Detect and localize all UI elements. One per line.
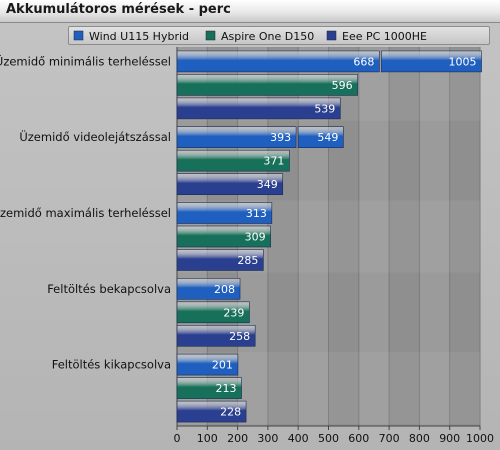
data-label-wind-u115-hybrid-3: 313 xyxy=(246,207,267,220)
chart-title: Akkumulátoros mérések - perc xyxy=(6,2,231,17)
data-label-wind-u115-hybrid-4: 208 xyxy=(214,283,235,296)
x-tick-label: 0 xyxy=(174,432,181,445)
category-label-5: Feltöltés kikapcsolva xyxy=(52,358,171,372)
data-label-eee-pc-1000he-3: 285 xyxy=(237,254,258,267)
legend xyxy=(68,26,490,45)
data-label-aspire-one-d150-4: 239 xyxy=(223,306,244,319)
legend-label-aspire-one-d150: Aspire One D150 xyxy=(221,30,314,43)
x-tick-label: 600 xyxy=(348,432,369,445)
data-label-aspire-one-d150-3: 309 xyxy=(245,231,266,244)
x-tick-label: 500 xyxy=(318,432,339,445)
legend-swatch-aspire-one-d150 xyxy=(205,30,216,41)
x-tick-label: 1000 xyxy=(466,432,494,445)
bar-wind-u115-hybrid-5 xyxy=(176,353,239,376)
bar-aspire-one-d150-2 xyxy=(176,149,290,172)
x-tick-label: 800 xyxy=(409,432,430,445)
legend-label-eee-pc-1000he: Eee PC 1000HE xyxy=(342,30,427,43)
category-label-2: Üzemidő videolejátszással xyxy=(19,128,171,144)
legend-label-wind-u115-hybrid: Wind U115 Hybrid xyxy=(89,30,189,43)
data-label-aspire-one-d150-2: 371 xyxy=(263,155,284,168)
category-label-3: Üzemidő maximális terheléssel xyxy=(0,204,171,220)
x-tick-label: 900 xyxy=(439,432,460,445)
x-tick-label: 200 xyxy=(227,432,248,445)
data-label-extension-wind-u115-hybrid-1: 1005 xyxy=(449,55,477,68)
bar-eee-pc-1000he-1 xyxy=(176,97,341,120)
category-label-1: Üzemidő minimális terheléssel xyxy=(0,52,171,68)
bar-wind-u115-hybrid-2 xyxy=(176,126,297,148)
plot-band xyxy=(449,47,480,426)
title-bar: Akkumulátoros mérések - perc xyxy=(0,0,500,23)
bar-eee-pc-1000he-5 xyxy=(176,400,247,423)
bar-wind-u115-hybrid-1 xyxy=(176,50,380,73)
x-tick-label: 100 xyxy=(197,432,218,445)
x-tick-label: 400 xyxy=(288,432,309,445)
bar-wind-u115-hybrid-3 xyxy=(176,202,273,224)
data-label-eee-pc-1000he-4: 258 xyxy=(229,330,250,343)
bar-eee-pc-1000he-2 xyxy=(176,173,284,195)
data-label-eee-pc-1000he-5: 228 xyxy=(220,406,241,419)
data-label-eee-pc-1000he-2: 349 xyxy=(257,178,278,191)
bar-aspire-one-d150-3 xyxy=(176,225,271,248)
category-label-4: Feltöltés bekapcsolva xyxy=(47,282,171,296)
bar-eee-pc-1000he-3 xyxy=(176,249,264,271)
bar-wind-u115-hybrid-4 xyxy=(176,277,241,300)
data-label-extension-wind-u115-hybrid-2: 549 xyxy=(317,131,338,144)
x-tick-label: 700 xyxy=(379,432,400,445)
data-label-eee-pc-1000he-1: 539 xyxy=(314,102,335,115)
plot-band xyxy=(358,47,390,426)
bar-eee-pc-1000he-4 xyxy=(176,324,256,347)
data-label-aspire-one-d150-5: 213 xyxy=(216,382,237,395)
data-label-wind-u115-hybrid-2: 393 xyxy=(270,131,291,144)
bar-aspire-one-d150-1 xyxy=(176,74,358,96)
plot-band xyxy=(389,47,420,426)
legend-swatch-eee-pc-1000he xyxy=(326,30,337,41)
plot-band xyxy=(419,47,450,426)
data-label-wind-u115-hybrid-1: 668 xyxy=(353,55,374,68)
bar-extension-wind-u115-hybrid-1 xyxy=(381,50,482,73)
bar-extension-wind-u115-hybrid-2 xyxy=(297,126,344,148)
x-tick-label: 300 xyxy=(257,432,278,445)
data-label-aspire-one-d150-1: 596 xyxy=(332,79,353,92)
data-label-wind-u115-hybrid-5: 201 xyxy=(212,359,233,372)
legend-swatch-wind-u115-hybrid xyxy=(73,30,84,41)
bar-aspire-one-d150-4 xyxy=(176,301,250,324)
bar-aspire-one-d150-5 xyxy=(176,377,242,399)
